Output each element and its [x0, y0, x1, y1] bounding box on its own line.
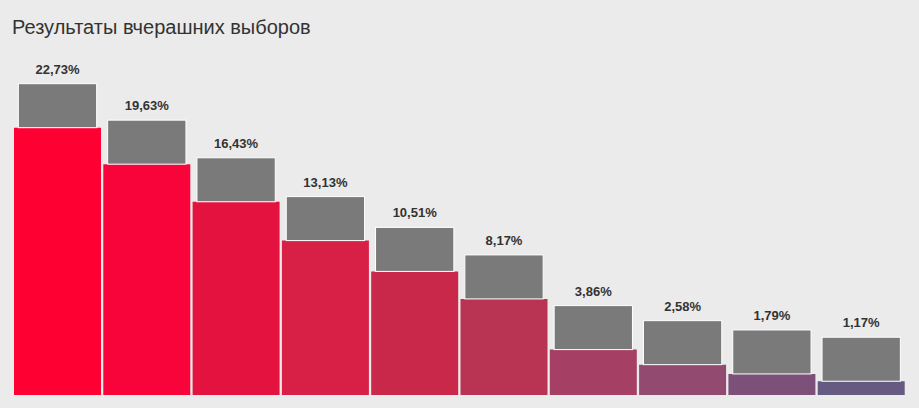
svg-text:2,58%: 2,58%: [664, 299, 701, 314]
svg-text:3,86%: 3,86%: [575, 284, 612, 299]
html-text:Результаты вчерашних выборов: Результаты вчерашних выборов: [12, 16, 311, 38]
svg-text:22,73%: 22,73%: [35, 62, 80, 77]
svg-text:1,17%: 1,17%: [843, 315, 880, 330]
svg-text:13,13%: 13,13%: [303, 175, 348, 190]
svg-text:10,51%: 10,51%: [393, 205, 438, 220]
svg-text:1,79%: 1,79%: [753, 308, 790, 323]
svg-text:16,43%: 16,43%: [214, 136, 259, 151]
svg-text:8,17%: 8,17%: [486, 233, 523, 248]
svg-text:19,63%: 19,63%: [125, 98, 170, 113]
